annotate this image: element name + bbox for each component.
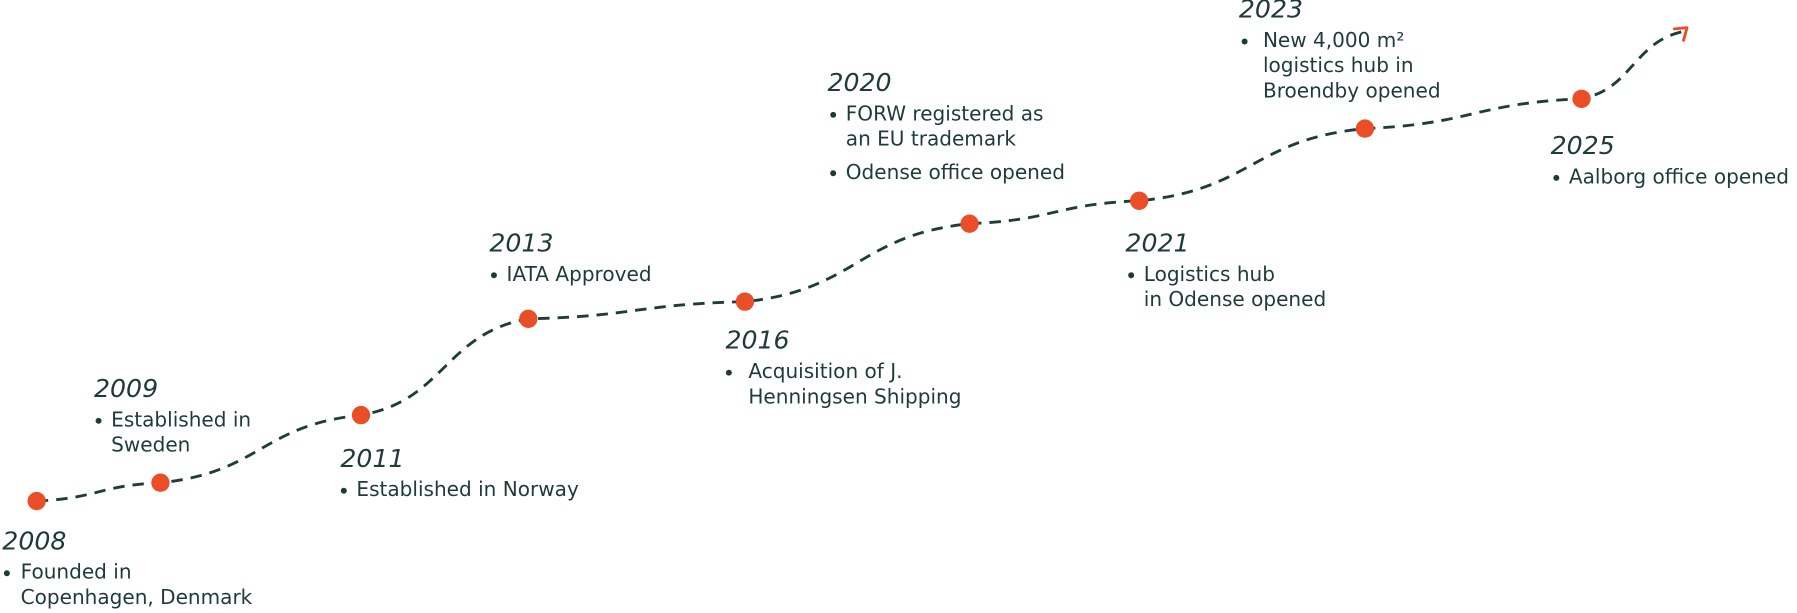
milestone-dot (351, 405, 371, 425)
milestone-item: Broendby opened (1263, 78, 1441, 102)
milestone-dot (519, 309, 538, 328)
milestone-item: Copenhagen, Denmark (21, 585, 253, 609)
milestone-year: 2021 (1125, 228, 1189, 257)
milestone-dot (151, 473, 170, 492)
milestone-dot (27, 491, 46, 511)
bullet (830, 111, 837, 118)
milestone-item: FORW registered as (846, 101, 1044, 125)
bullet (725, 369, 732, 376)
milestone-item: Sweden (111, 433, 190, 457)
milestone-item: Odense office opened (846, 160, 1065, 184)
milestone-dot (1130, 191, 1149, 210)
milestone-dot (735, 292, 755, 311)
milestone-item: New 4,000 m² (1263, 28, 1404, 52)
milestone-item: logistics hub in (1263, 53, 1414, 77)
milestone-year: 2016 (725, 326, 789, 355)
milestone-item: Henningsen Shipping (748, 384, 961, 408)
arrow-head (1672, 26, 1689, 42)
milestone-item: an EU trademark (846, 127, 1017, 151)
milestone-year: 2020 (827, 68, 891, 97)
milestone-dot (960, 214, 979, 233)
milestone-item: Acquisition of J. (748, 359, 902, 383)
milestone-year: 2023 (1239, 0, 1303, 24)
bullet (1128, 272, 1135, 279)
milestone-item: Logistics hub (1144, 262, 1275, 286)
milestone-year: 2009 (94, 374, 158, 403)
milestone-year: 2011 (340, 444, 404, 473)
milestone-year: 2008 (2, 526, 66, 555)
milestone-item: in Odense opened (1144, 287, 1326, 311)
bullet (830, 170, 837, 177)
milestone-item: IATA Approved (507, 262, 652, 286)
milestone-dot (1355, 119, 1375, 138)
bullet (1553, 174, 1560, 181)
timeline-path (36, 29, 1685, 503)
bullet (95, 417, 102, 424)
bullet (3, 570, 10, 577)
milestone-dot (1572, 89, 1591, 108)
bullet (1241, 38, 1248, 45)
bullet (340, 487, 347, 494)
milestone-item: Founded in (21, 560, 132, 584)
milestone-year: 2013 (489, 228, 553, 257)
bullet (490, 272, 497, 279)
milestone-item: Established in Norway (356, 477, 579, 501)
milestone-item: Established in (111, 407, 251, 431)
milestone-item: Aalborg office opened (1569, 164, 1789, 188)
milestone-year: 2025 (1551, 131, 1615, 160)
